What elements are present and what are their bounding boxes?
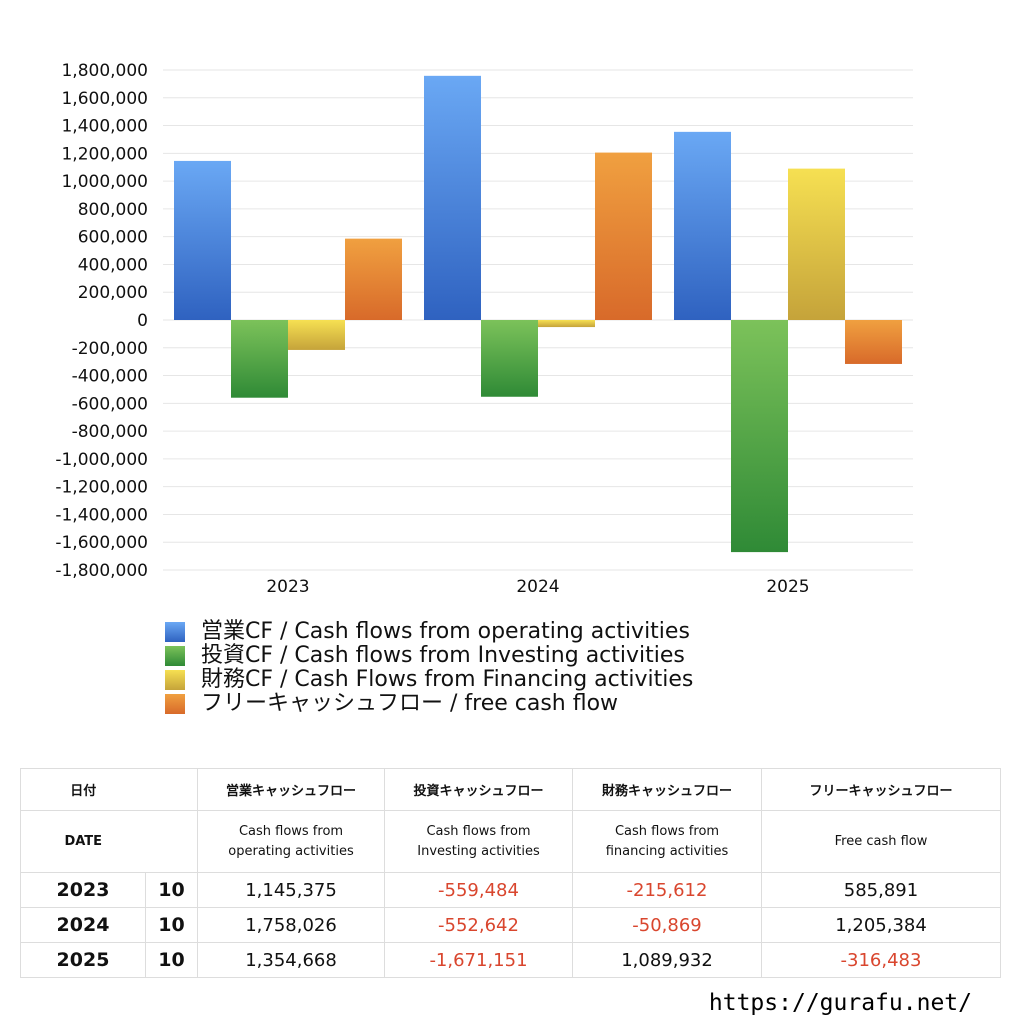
y-tick-label: 1,000,000 [61, 172, 148, 192]
y-tick-label: -400,000 [72, 367, 148, 387]
row-month: 10 [145, 872, 198, 908]
bar-free-cash-flow-2025 [845, 320, 902, 364]
x-tick-label: 2025 [766, 577, 809, 597]
cash-flow-bar-chart: 1,800,000 1,600,000 1,400,000 1,200,000 1,00… [55, 61, 913, 597]
legend-item-free-cash-flow: フリーキャッシュフロー / free cash flow [165, 692, 985, 716]
bar-operating-2025 [674, 131, 731, 320]
cell-financing: -50,869 [572, 907, 762, 943]
y-tick-label: 1,200,000 [61, 144, 148, 164]
legend-swatch-financing [165, 670, 185, 690]
cell-operating: 1,354,668 [197, 942, 385, 978]
legend-swatch-investing [165, 646, 185, 666]
row-year: 2025 [20, 942, 146, 978]
y-tick-label: -1,400,000 [55, 505, 148, 525]
row-month: 10 [145, 907, 198, 943]
bar-financing-2025 [788, 168, 845, 320]
y-tick-label: -600,000 [72, 394, 148, 414]
cell-operating: 1,758,026 [197, 907, 385, 943]
bar-investing-2023 [231, 320, 288, 398]
cell-financing: 1,089,932 [572, 942, 762, 978]
y-tick-label: -1,600,000 [55, 533, 148, 553]
cash-flow-table-wrap: 日付 営業キャッシュフロー 投資キャッシュフロー 財務キャッシュフロー フリーキ… [20, 768, 1001, 978]
header-operating-en-line1: Cash flows from [238, 823, 344, 839]
header-financing-en-line1: Cash flows from [614, 823, 720, 839]
y-axis-tick-labels: 1,800,000 1,600,000 1,400,000 1,200,000 1,00… [55, 61, 148, 581]
y-tick-label: 0 [137, 311, 148, 331]
x-axis-tick-labels: 2023 2024 2025 [266, 577, 809, 597]
bar-free-cash-flow-2023 [345, 238, 402, 320]
header-free-en: Free cash flow [761, 810, 1001, 873]
row-month: 10 [145, 942, 198, 978]
cash-flow-table: 日付 営業キャッシュフロー 投資キャッシュフロー 財務キャッシュフロー フリーキ… [20, 768, 1001, 978]
y-tick-label: -1,800,000 [55, 561, 148, 581]
y-tick-label: 400,000 [78, 255, 148, 275]
header-operating-jp: 営業キャッシュフロー [197, 768, 385, 811]
legend-label-operating: 営業CF / Cash flows from operating activit… [201, 619, 690, 644]
header-investing-jp: 投資キャッシュフロー [384, 768, 573, 811]
legend-label-free-cash-flow: フリーキャッシュフロー / free cash flow [201, 691, 619, 716]
cell-free: 1,205,384 [761, 907, 1001, 943]
header-financing-en-line2: financing activities [605, 843, 729, 859]
cell-investing: -1,671,151 [384, 942, 573, 978]
header-date-en: DATE [20, 810, 146, 873]
y-tick-label: 1,600,000 [61, 89, 148, 109]
cell-operating: 1,145,375 [197, 872, 385, 908]
header-operating-en: Cash flows from operating activities [197, 810, 385, 873]
header-financing-en: Cash flows from financing activities [572, 810, 762, 873]
cell-financing: -215,612 [572, 872, 762, 908]
header-investing-en-line1: Cash flows from [426, 823, 531, 839]
bar-investing-2024 [481, 320, 538, 397]
site-url-link[interactable]: https://gurafu.net/ [708, 990, 972, 1016]
y-tick-label: -800,000 [72, 422, 148, 442]
bar-operating-2023 [174, 160, 231, 320]
legend-label-investing: 投資CF / Cash flows from Investing activit… [201, 643, 685, 668]
x-tick-label: 2023 [266, 577, 309, 597]
header-date-jp: 日付 [20, 768, 146, 811]
legend-item-operating: 営業CF / Cash flows from operating activit… [165, 620, 985, 644]
bar-free-cash-flow-2024 [595, 152, 652, 320]
legend-swatch-free-cash-flow [165, 694, 185, 714]
y-tick-label: -200,000 [72, 339, 148, 359]
legend-item-investing: 投資CF / Cash flows from Investing activit… [165, 644, 985, 668]
y-tick-label: -1,200,000 [55, 478, 148, 498]
header-free-jp: フリーキャッシュフロー [761, 768, 1001, 811]
legend-swatch-operating [165, 622, 185, 642]
table-header-row-en: DATE Cash flows from operating activitie… [20, 810, 1001, 873]
cell-free: 585,891 [761, 872, 1001, 908]
y-tick-label: 200,000 [78, 283, 148, 303]
bar-financing-2024 [538, 320, 595, 328]
table-row: 2023 10 1,145,375 -559,484 -215,612 585,… [20, 872, 1001, 908]
header-investing-en-line2: Investing activities [417, 843, 540, 859]
table-header-row-jp: 日付 営業キャッシュフロー 投資キャッシュフロー 財務キャッシュフロー フリーキ… [20, 768, 1001, 811]
header-month-spacer [145, 768, 198, 811]
bars [174, 75, 902, 553]
row-year: 2023 [20, 872, 146, 908]
header-investing-en: Cash flows from Investing activities [384, 810, 573, 873]
y-tick-label: -1,000,000 [55, 450, 148, 470]
cell-investing: -559,484 [384, 872, 573, 908]
cell-investing: -552,642 [384, 907, 573, 943]
y-tick-label: 800,000 [78, 200, 148, 220]
y-tick-label: 1,800,000 [61, 61, 148, 81]
header-financing-jp: 財務キャッシュフロー [572, 768, 762, 811]
y-tick-label: 600,000 [78, 228, 148, 248]
row-year: 2024 [20, 907, 146, 943]
table-row: 2025 10 1,354,668 -1,671,151 1,089,932 -… [20, 942, 1001, 978]
legend-item-financing: 財務CF / Cash Flows from Financing activit… [165, 668, 985, 692]
bar-operating-2024 [424, 75, 481, 321]
header-month-spacer-en [145, 810, 198, 873]
y-tick-label: 1,400,000 [61, 117, 148, 137]
bar-investing-2025 [731, 320, 788, 553]
bar-financing-2023 [288, 320, 345, 350]
legend-label-financing: 財務CF / Cash Flows from Financing activit… [201, 667, 694, 692]
cell-free: -316,483 [761, 942, 1001, 978]
header-operating-en-line2: operating activities [228, 843, 354, 859]
chart-legend: 営業CF / Cash flows from operating activit… [165, 620, 985, 716]
x-tick-label: 2024 [516, 577, 559, 597]
table-row: 2024 10 1,758,026 -552,642 -50,869 1,205… [20, 907, 1001, 943]
